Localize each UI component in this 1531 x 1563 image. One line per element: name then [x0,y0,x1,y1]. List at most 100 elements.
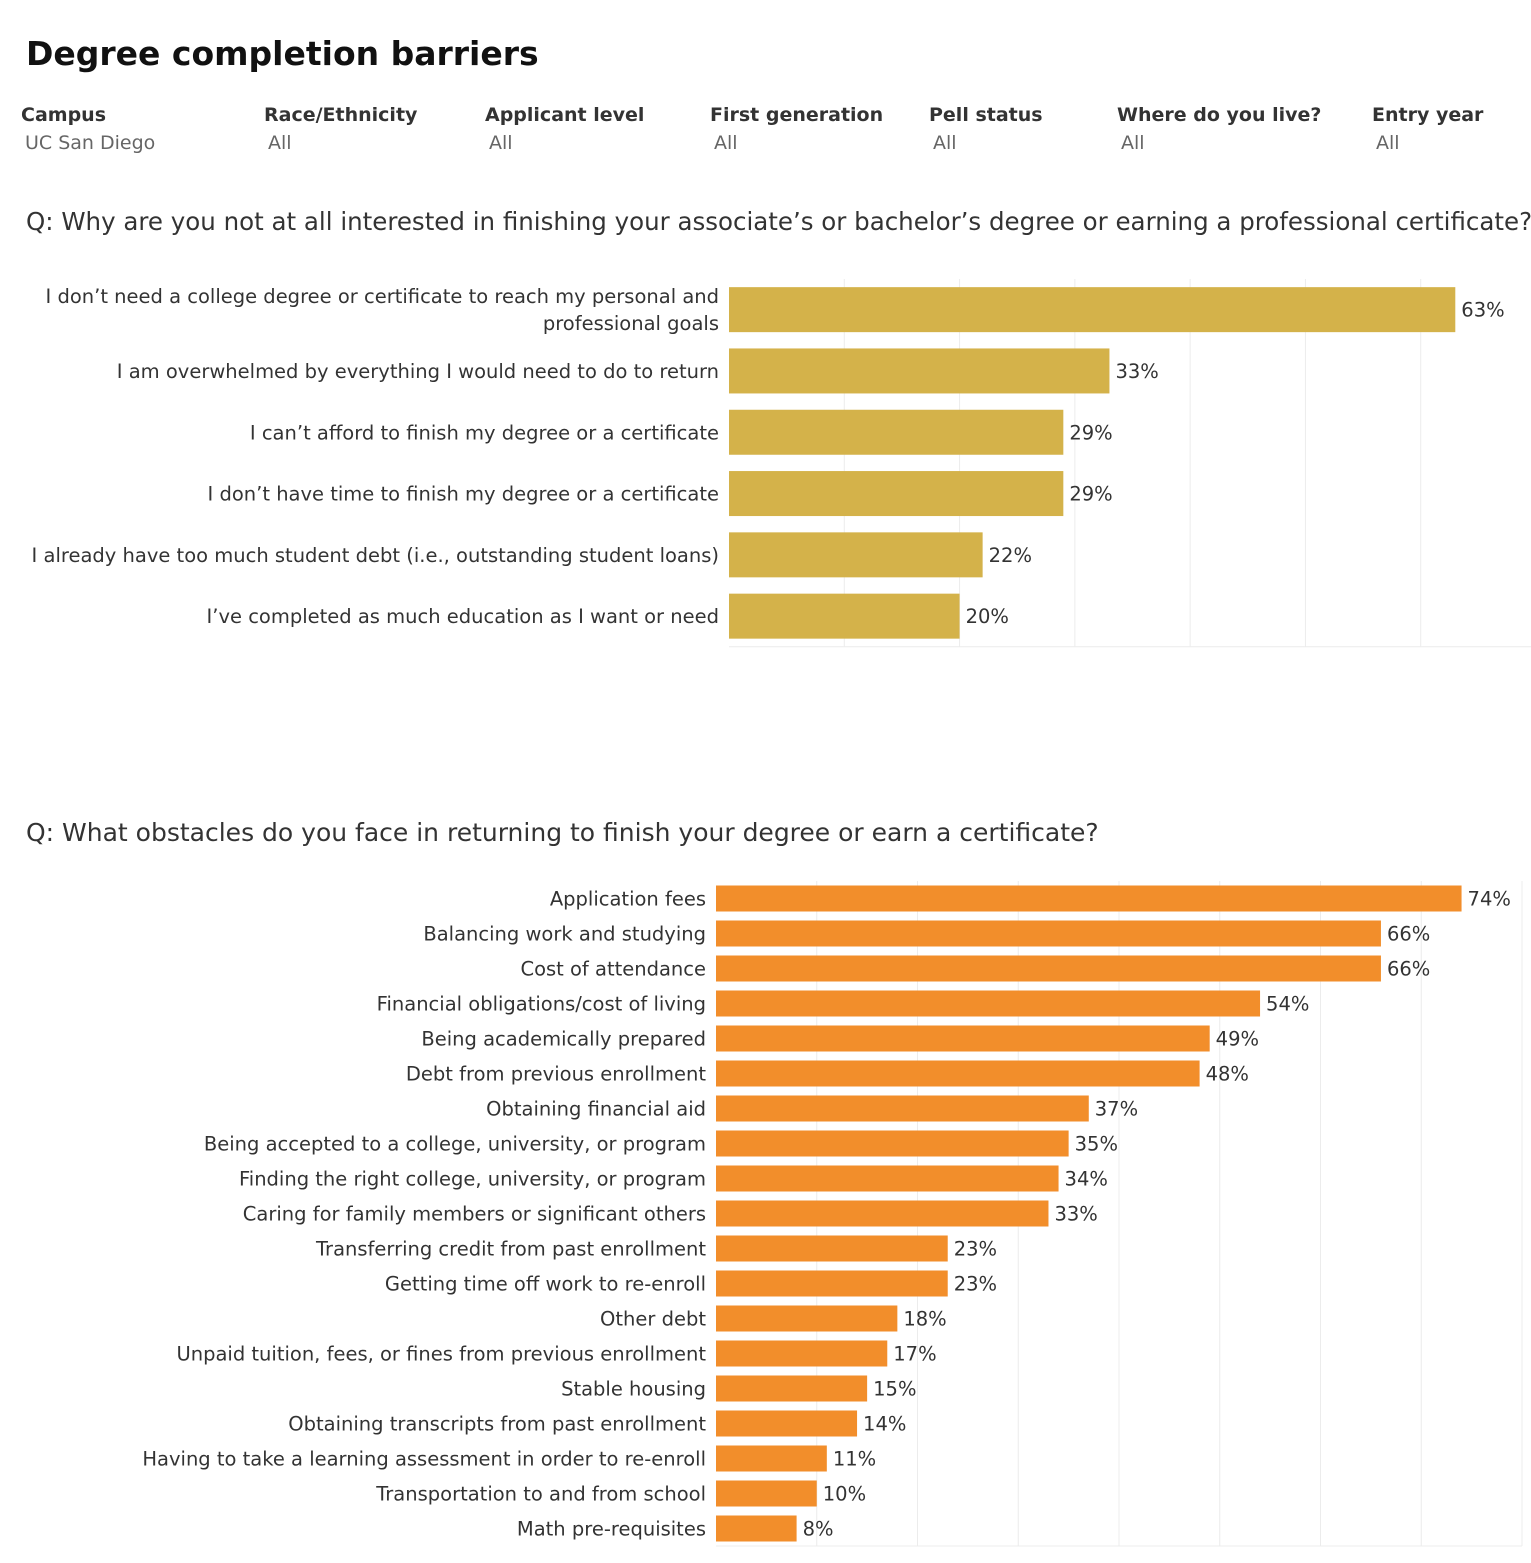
value-label: 74% [1468,888,1511,911]
value-label: 18% [903,1308,946,1331]
value-label: 63% [1461,299,1504,322]
filter-value[interactable]: All [1376,132,1400,154]
category-label: Debt from previous enrollment [406,1063,706,1086]
filter-race-ethnicity[interactable]: Race/Ethnicity All [264,104,417,154]
bar [729,593,960,639]
bar [716,1515,797,1542]
category-label: Stable housing [561,1378,706,1401]
bar [716,990,1261,1017]
bar [716,885,1462,912]
bar [716,1375,868,1402]
bar [716,955,1381,982]
filter-value[interactable]: All [1121,132,1145,154]
bar [716,1025,1210,1052]
value-label: 34% [1065,1168,1108,1191]
category-label: Being academically prepared [421,1028,706,1051]
category-label: professional goals [543,312,719,335]
value-label: 15% [873,1378,916,1401]
value-label: 35% [1075,1133,1118,1156]
category-label: Caring for family members or significant… [243,1203,706,1226]
bar [716,1480,817,1507]
category-label: Cost of attendance [520,958,706,981]
value-label: 20% [966,605,1009,628]
value-label: 48% [1206,1063,1249,1086]
bar [716,1130,1069,1157]
value-label: 49% [1216,1028,1259,1051]
category-label: Balancing work and studying [423,923,706,946]
bar [716,1060,1200,1087]
category-label: Application fees [550,888,706,911]
category-label: Finding the right college, university, o… [239,1168,706,1191]
filter-entry-year[interactable]: Entry year All [1372,104,1483,154]
category-label: Financial obligations/cost of living [377,993,706,1016]
filter-campus[interactable]: Campus UC San Diego [21,104,155,154]
filter-value[interactable]: All [268,132,292,154]
bar [729,348,1110,394]
page-title: Degree completion barriers [26,34,539,73]
bar [716,1270,948,1297]
bar [716,1445,827,1472]
value-label: 54% [1266,993,1309,1016]
chart1-question: Q: Why are you not at all interested in … [26,207,1531,236]
value-label: 33% [1054,1203,1097,1226]
category-label: Obtaining financial aid [486,1098,706,1121]
chart1-svg: 63% I don’t need a college degree or cert… [32,279,1531,648]
category-label: Obtaining transcripts from past enrollme… [288,1413,706,1436]
filter-value[interactable]: All [489,132,513,154]
filter-label: Campus [21,104,106,126]
category-label: Being accepted to a college, university,… [204,1133,706,1156]
filter-pell-status[interactable]: Pell status All [929,104,1043,154]
filter-label: First generation [710,104,884,126]
bar [716,1200,1049,1227]
value-label: 23% [954,1238,997,1261]
category-label: Transportation to and from school [375,1483,706,1506]
value-label: 33% [1115,360,1158,383]
filter-applicant-level[interactable]: Applicant level All [485,104,644,154]
value-label: 29% [1069,483,1112,506]
filter-bar: Campus UC San Diego Race/Ethnicity All A… [0,104,1531,164]
value-label: 17% [893,1343,936,1366]
bar [716,1165,1059,1192]
bar [716,1340,888,1367]
value-label: 29% [1069,421,1112,444]
bar [716,1095,1089,1122]
category-label: I don’t need a college degree or certifi… [46,285,719,308]
category-label: I don’t have time to finish my degree or… [208,483,719,506]
chart2-question: Q: What obstacles do you face in returni… [26,818,1099,847]
bar [716,1305,898,1332]
category-label: I already have too much student debt (i.… [32,544,719,567]
category-label: Getting time off work to re-enroll [385,1273,706,1296]
filter-value[interactable]: UC San Diego [25,132,156,154]
value-label: 22% [989,544,1032,567]
category-label: Having to take a learning assessment in … [142,1448,706,1471]
category-label: Other debt [600,1308,706,1331]
value-label: 10% [823,1483,866,1506]
bar [716,920,1381,947]
filter-label: Pell status [929,104,1043,126]
chart2-svg: 74% Application fees 66% Balancing work and… [142,881,1523,1547]
filter-where-do-you-live[interactable]: Where do you live? All [1117,104,1321,154]
bar [729,409,1064,455]
filter-first-generation[interactable]: First generation All [710,104,883,154]
filter-label: Where do you live? [1117,104,1322,126]
value-label: 66% [1387,923,1430,946]
value-label: 66% [1387,958,1430,981]
category-label: Unpaid tuition, fees, or fines from prev… [176,1343,706,1366]
value-label: 37% [1095,1098,1138,1121]
bar [729,471,1064,517]
bar [729,287,1456,333]
category-label: Math pre-requisites [517,1518,706,1541]
filter-value[interactable]: All [933,132,957,154]
bar [729,532,983,578]
bar [716,1410,858,1437]
value-label: 8% [803,1518,834,1541]
category-label: I am overwhelmed by everything I would n… [117,360,719,383]
filter-value[interactable]: All [714,132,738,154]
filter-label: Entry year [1372,104,1484,126]
value-label: 11% [833,1448,876,1471]
bar [716,1235,948,1262]
category-label: I’ve completed as much education as I wa… [207,605,719,628]
value-label: 23% [954,1273,997,1296]
filter-label: Race/Ethnicity [264,104,418,126]
category-label: Transferring credit from past enrollment [315,1238,706,1261]
